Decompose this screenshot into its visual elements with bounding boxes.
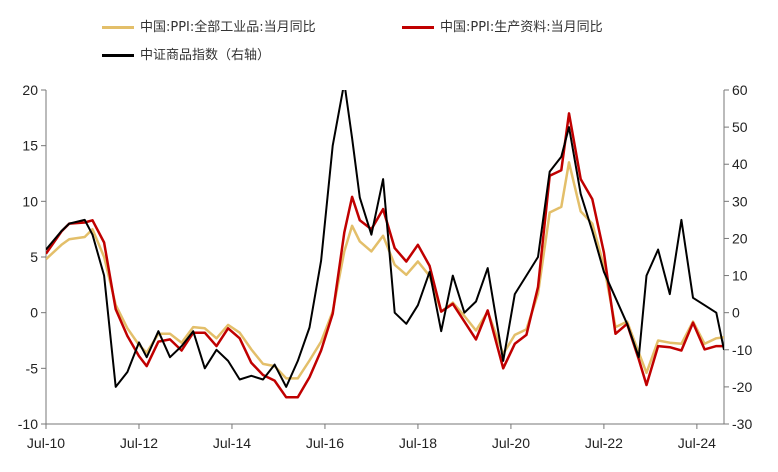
y-left-tick-label: 5: [30, 249, 38, 265]
x-tick-label: Jul-18: [399, 435, 437, 451]
y-right-tick-label: 20: [732, 230, 748, 246]
y-right-tick-label: 60: [732, 82, 748, 98]
legend-item-ppi-producer: 中国:PPI:生产资料:当月同比: [402, 16, 603, 35]
legend-item-ppi-all: 中国:PPI:全部工业品:当月同比: [102, 16, 316, 35]
legend-swatch-ppi-producer: [402, 26, 434, 29]
y-left-tick-label: 10: [22, 193, 38, 209]
y-left-tick-label: 0: [30, 305, 38, 321]
y-right-tick-label: 40: [732, 156, 748, 172]
x-tick-label: Jul-14: [213, 435, 251, 451]
y-right-tick-label: 10: [732, 268, 748, 284]
y-right-tick-label: 50: [732, 119, 748, 135]
legend-swatch-ppi-all: [102, 26, 134, 29]
y-right-tick-label: -20: [732, 379, 752, 395]
series-line-1: [46, 112, 724, 399]
y-left-tick-label: 20: [22, 82, 38, 98]
y-left-tick-label: -10: [18, 416, 38, 432]
x-tick-label: Jul-20: [492, 435, 530, 451]
legend-swatch-commodity-index: [102, 54, 134, 57]
series-line-2: [46, 90, 724, 388]
x-tick-label: Jul-16: [306, 435, 344, 451]
x-tick-label: Jul-22: [585, 435, 623, 451]
legend-label-commodity-index: 中证商品指数（右轴）: [140, 48, 271, 63]
y-right-tick-label: 30: [732, 193, 748, 209]
x-tick-label: Jul-12: [120, 435, 158, 451]
y-right-tick-label: 0: [732, 305, 740, 321]
y-left-tick-label: -5: [26, 360, 39, 376]
y-right-tick-label: -30: [732, 416, 752, 432]
y-left-tick-label: 15: [22, 138, 38, 154]
x-tick-label: Jul-24: [678, 435, 716, 451]
chart-axes: [41, 89, 729, 429]
legend-label-ppi-producer: 中国:PPI:生产资料:当月同比: [440, 20, 603, 35]
legend-item-commodity-index: 中证商品指数（右轴）: [102, 44, 270, 63]
x-tick-label: Jul-10: [27, 435, 65, 451]
chart-series-lines: [46, 90, 724, 399]
y-right-tick-label: -10: [732, 342, 752, 358]
legend-label-ppi-all: 中国:PPI:全部工业品:当月同比: [140, 20, 316, 35]
chart-tick-labels: -10 -5 0 5 10 15 20 -30 -20 -10 0 10 20 30 40 50 60 Jul-1…: [18, 82, 753, 451]
